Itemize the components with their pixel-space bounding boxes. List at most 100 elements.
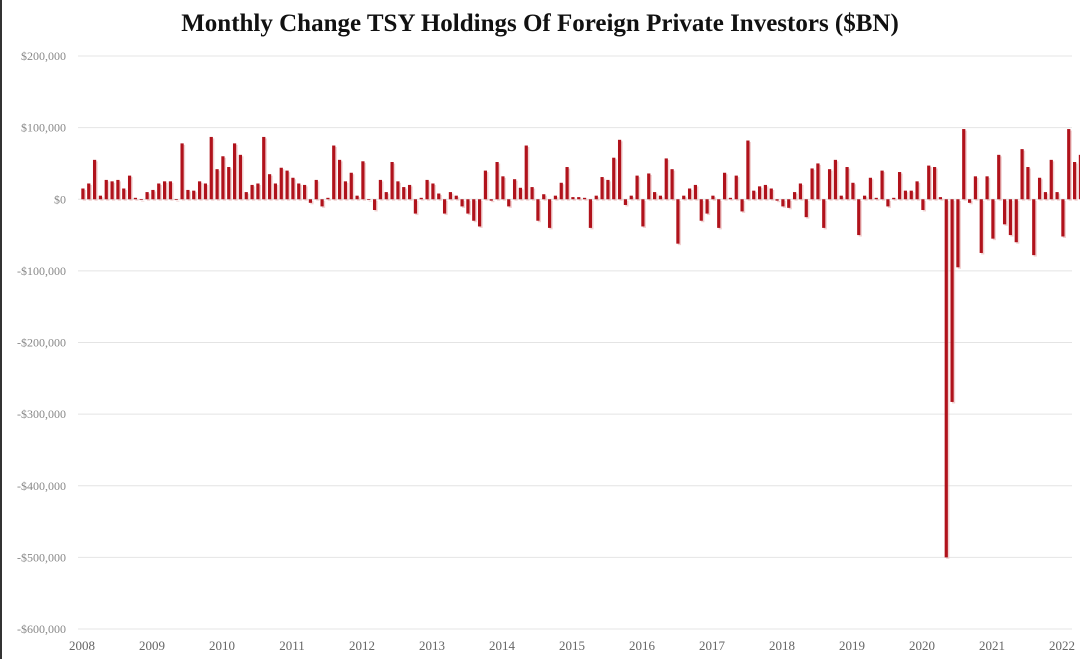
bar xyxy=(332,145,336,200)
bar xyxy=(851,182,855,200)
bar xyxy=(956,199,960,268)
y-tick-label: -$300,000 xyxy=(17,407,66,421)
bar xyxy=(1037,177,1042,200)
bar xyxy=(845,167,849,200)
bar xyxy=(874,197,878,200)
bar xyxy=(973,176,978,200)
bar xyxy=(734,175,738,200)
bar xyxy=(909,190,913,200)
bar xyxy=(209,136,213,200)
bar-shadow xyxy=(730,199,734,201)
bar xyxy=(232,143,237,200)
y-tick-label: -$200,000 xyxy=(17,336,66,350)
x-tick-label: 2018 xyxy=(769,638,795,653)
y-tick-label: $100,000 xyxy=(21,121,66,135)
bar xyxy=(1020,149,1024,200)
bar-shadow xyxy=(176,200,180,202)
bar xyxy=(133,197,138,200)
bar xyxy=(1078,154,1080,200)
bar xyxy=(378,179,383,200)
bar xyxy=(897,172,902,200)
bar xyxy=(384,192,388,200)
bar xyxy=(536,199,540,221)
bar xyxy=(1043,192,1048,200)
x-tick-label: 2019 xyxy=(839,638,865,653)
bar xyxy=(250,184,254,200)
bar xyxy=(1014,199,1018,243)
bar xyxy=(997,154,1001,200)
y-tick-label: $200,000 xyxy=(21,49,66,63)
bar xyxy=(81,188,85,200)
x-tick-label: 2020 xyxy=(909,638,935,653)
bar xyxy=(722,172,727,200)
bar xyxy=(402,187,406,200)
bar xyxy=(180,143,184,200)
bar-shadow xyxy=(141,200,145,202)
bar xyxy=(728,197,733,200)
x-tick-label: 2012 xyxy=(349,638,375,653)
bar xyxy=(967,199,972,203)
bar xyxy=(647,173,651,200)
x-tick-label: 2010 xyxy=(209,638,235,653)
bar xyxy=(174,199,178,201)
bar xyxy=(267,174,272,200)
bar xyxy=(437,193,441,200)
bar xyxy=(203,183,208,200)
bar xyxy=(827,169,832,200)
bar xyxy=(372,199,377,210)
bar xyxy=(1002,199,1007,225)
bar xyxy=(915,181,919,200)
bar xyxy=(110,181,114,200)
bar xyxy=(390,162,394,200)
bar xyxy=(104,179,108,200)
bar xyxy=(787,199,791,208)
bar xyxy=(693,184,698,200)
bar xyxy=(962,129,966,200)
x-tick-label: 2011 xyxy=(279,638,305,653)
bar xyxy=(932,167,937,200)
bar-shadow xyxy=(584,199,588,201)
bar xyxy=(197,181,202,200)
bar xyxy=(320,199,324,207)
bar xyxy=(711,195,715,200)
bar xyxy=(1032,199,1036,256)
bar xyxy=(559,182,563,200)
bar xyxy=(460,199,464,207)
bar xyxy=(670,169,674,200)
bar xyxy=(127,175,132,200)
gridlines xyxy=(78,55,1072,630)
bar xyxy=(524,145,528,200)
bar xyxy=(518,187,523,200)
bar-shadow xyxy=(893,199,897,201)
bar xyxy=(1067,129,1071,200)
bar xyxy=(775,199,779,201)
bar-shadow xyxy=(368,200,372,202)
x-tick-label: 2008 xyxy=(69,638,95,653)
bar xyxy=(256,183,260,200)
bar xyxy=(553,195,558,200)
bar xyxy=(705,199,709,214)
bar xyxy=(623,199,628,205)
bar xyxy=(431,183,435,200)
bar xyxy=(868,177,873,200)
bar xyxy=(1061,199,1065,237)
bar xyxy=(699,199,703,221)
x-tick-label: 2013 xyxy=(419,638,445,653)
bar xyxy=(530,187,534,200)
bar xyxy=(483,170,488,200)
bar xyxy=(1055,192,1059,200)
x-tick-label: 2014 xyxy=(489,638,516,653)
bar xyxy=(839,195,843,200)
bar xyxy=(822,199,826,228)
bar xyxy=(798,183,803,200)
bar xyxy=(495,162,499,200)
bar xyxy=(168,181,173,200)
bar xyxy=(903,190,908,200)
bar xyxy=(227,167,231,200)
bar xyxy=(792,192,797,200)
bar xyxy=(629,195,633,200)
bar xyxy=(752,190,756,200)
bar xyxy=(238,154,243,200)
